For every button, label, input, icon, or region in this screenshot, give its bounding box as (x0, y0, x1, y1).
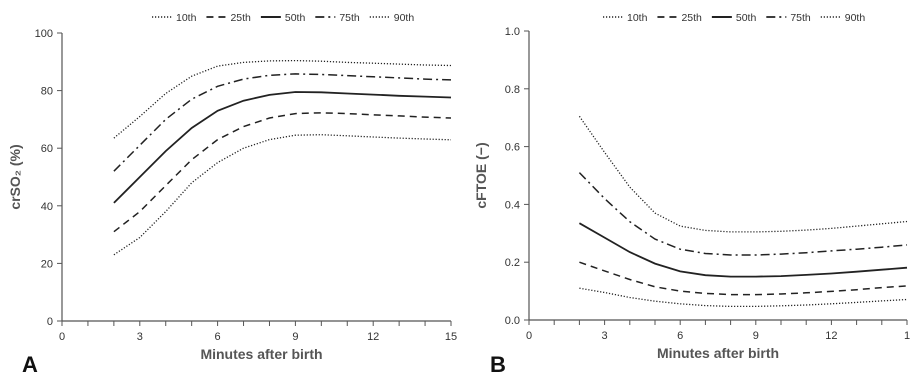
x-tick-label: 6 (677, 330, 683, 342)
panel-b: 0.0 0.2 0.4 0.6 0.8 1.0 0 3 6 9 12 1 Minutes after b… (473, 12, 910, 377)
y-tick-label: 0.0 (505, 315, 520, 327)
series-line-50th (578, 222, 908, 278)
x-tick-label: 9 (753, 330, 759, 342)
legend-label: 10th (176, 12, 197, 24)
panel-a: 0 20 40 60 80 100 0 3 6 9 12 15 Minutes after birth c… (7, 12, 457, 377)
x-tick-label: 0 (526, 330, 532, 342)
legend-label: 25th (681, 12, 702, 24)
x-tick-label: 9 (292, 331, 298, 343)
x-tick-label: 12 (825, 330, 837, 342)
y-tick-label: 0.4 (505, 199, 520, 211)
legend-label: 50th (736, 12, 757, 24)
legend-label: 90th (394, 12, 415, 24)
panel-label: B (490, 352, 506, 377)
series-line-10th (113, 134, 452, 256)
y-axis-title: cFTOE (−) (473, 142, 489, 208)
legend-label: 75th (790, 12, 811, 24)
x-tick-label: 0 (59, 331, 65, 343)
series-line-25th (113, 112, 452, 233)
x-tick-label: 3 (137, 331, 143, 343)
x-tick-label: 15 (445, 331, 457, 343)
legend-label: 75th (339, 12, 360, 24)
y-tick-label: 40 (41, 201, 53, 213)
y-tick-label: 0.2 (505, 257, 520, 269)
series-line-10th (579, 287, 908, 308)
x-tick-label: 12 (367, 331, 379, 343)
x-tick-label: 3 (602, 330, 608, 342)
series-line-75th (578, 172, 908, 256)
x-tick-label: 6 (215, 331, 221, 343)
legend-label: 50th (285, 12, 306, 24)
y-tick-label: 0 (47, 316, 53, 328)
y-tick-label: 60 (41, 143, 53, 155)
legend-label: 10th (627, 12, 648, 24)
x-axis-title: Minutes after birth (200, 346, 322, 362)
panel-label: A (22, 352, 38, 377)
y-tick-label: 0.8 (505, 84, 520, 96)
x-tick-label: 1 (904, 330, 910, 342)
y-tick-label: 0.6 (505, 142, 520, 154)
series-line-90th (578, 115, 908, 233)
legend-label: 90th (845, 12, 866, 24)
y-tick-label: 1.0 (505, 26, 520, 38)
y-tick-label: 80 (41, 86, 53, 98)
series-line-90th (113, 59, 452, 139)
series-line-25th (579, 261, 908, 296)
y-tick-label: 100 (35, 28, 53, 40)
series-line-75th (113, 73, 452, 172)
y-tick-label: 20 (41, 258, 53, 270)
legend-label: 25th (230, 12, 251, 24)
series-line-50th (113, 91, 452, 204)
y-axis-title: crSO₂ (%) (7, 144, 23, 209)
x-axis-title: Minutes after birth (657, 345, 779, 361)
